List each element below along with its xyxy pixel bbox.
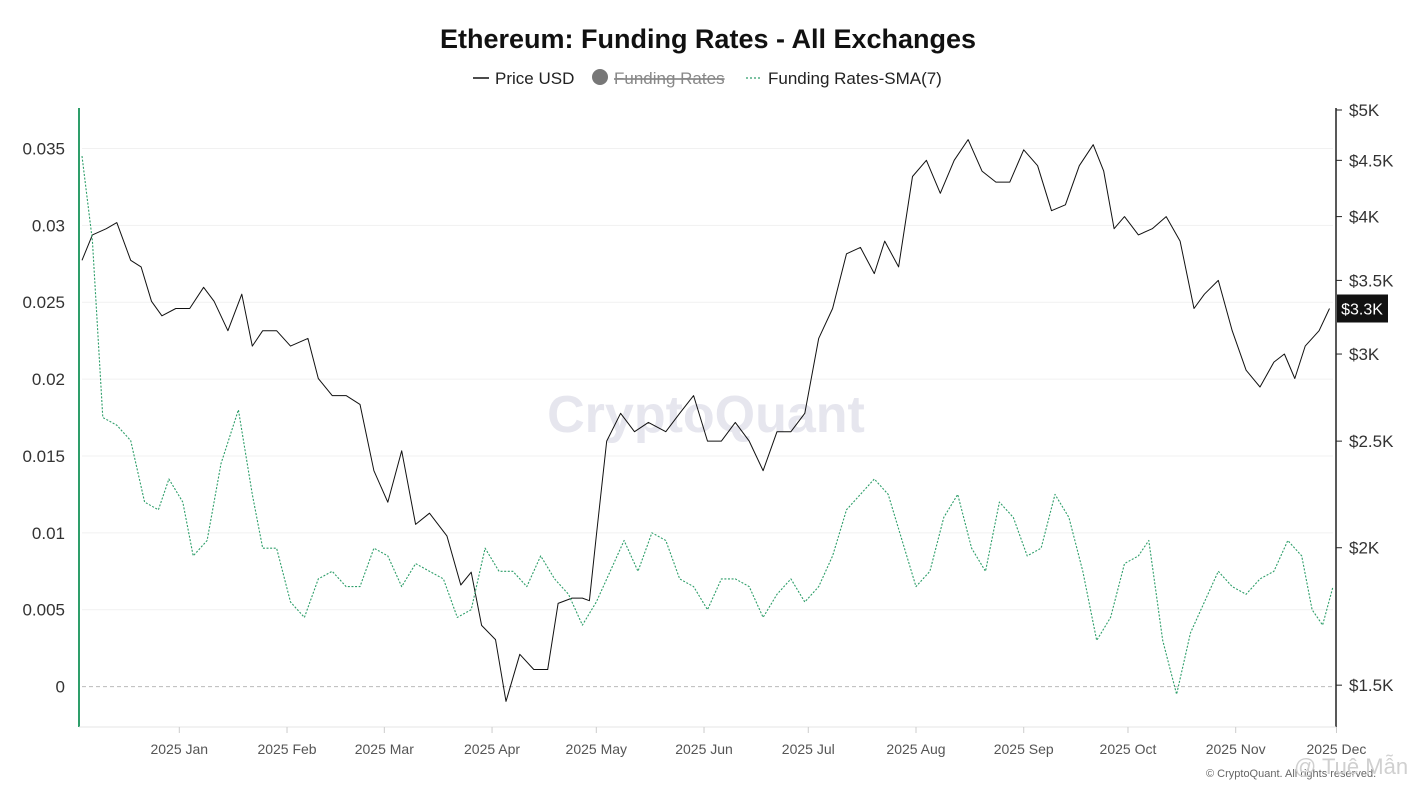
right-tick-label: $3K — [1349, 345, 1380, 364]
current-price-tag: $3.3K — [1337, 294, 1388, 323]
left-tick-label: 0.005 — [22, 601, 65, 620]
right-tick-label: $2K — [1349, 539, 1380, 558]
x-tick-label: 2025 Feb — [257, 741, 316, 757]
x-tick-label: 2025 Sep — [994, 741, 1054, 757]
watermark: CryptoQuant — [547, 386, 865, 444]
left-tick-label: 0.01 — [32, 524, 65, 543]
legend-item-funding-sma[interactable]: Funding Rates-SMA(7) — [746, 69, 942, 88]
copyright-text: © CryptoQuant. All rights reserved. — [1206, 768, 1376, 780]
price-usd-line — [81, 139, 1330, 702]
left-tick-label: 0.015 — [22, 447, 65, 466]
left-tick-label: 0 — [56, 678, 65, 697]
x-tick-label: 2025 Dec — [1307, 741, 1367, 757]
x-tick-label: 2025 Oct — [1100, 741, 1157, 757]
right-tick-label: $3.5K — [1349, 271, 1394, 290]
right-axis-ticks: $1.5K $2K $2.5K $3K $3.5K $4K $4.5K $5K — [1336, 101, 1394, 695]
right-tick-label: $5K — [1349, 101, 1380, 120]
legend-sma-label: Funding Rates-SMA(7) — [768, 69, 942, 88]
signature-watermark: @ Tuệ Mẫn — [1294, 754, 1408, 779]
legend-funding-rates-dot — [592, 69, 608, 85]
legend-funding-rates-label: Funding Rates — [614, 69, 725, 88]
right-tick-label: $4K — [1349, 208, 1380, 227]
x-tick-label: 2025 Jun — [675, 741, 733, 757]
x-tick-label: 2025 Jan — [150, 741, 208, 757]
current-price-tag-label: $3.3K — [1341, 302, 1383, 319]
x-tick-label: 2025 Mar — [355, 741, 414, 757]
left-tick-label: 0.035 — [22, 139, 65, 158]
gridlines — [82, 147, 1333, 611]
right-tick-label: $1.5K — [1349, 676, 1394, 695]
chart-title: Ethereum: Funding Rates - All Exchanges — [440, 24, 976, 54]
legend-price-label: Price USD — [495, 69, 574, 88]
right-tick-label: $2.5K — [1349, 432, 1394, 451]
legend: Price USD Funding Rates Funding Rates-SM… — [473, 69, 942, 88]
x-tick-label: 2025 Jul — [782, 741, 835, 757]
left-tick-label: 0.02 — [32, 370, 65, 389]
legend-item-price[interactable]: Price USD — [473, 69, 574, 88]
legend-item-funding-rates[interactable]: Funding Rates — [592, 69, 725, 88]
series-layer — [81, 139, 1334, 702]
left-tick-label: 0.03 — [32, 216, 65, 235]
x-axis-ticks: 2025 Jan 2025 Feb 2025 Mar 2025 Apr 2025 May… — [150, 727, 1366, 757]
left-axis-ticks: 0 0.005 0.01 0.015 0.02 0.025 0.03 0.035 — [22, 139, 65, 696]
x-tick-label: 2025 Nov — [1206, 741, 1266, 757]
left-tick-label: 0.025 — [22, 293, 65, 312]
right-tick-label: $4.5K — [1349, 151, 1394, 170]
x-tick-label: 2025 Aug — [886, 741, 945, 757]
x-tick-label: 2025 May — [566, 741, 627, 757]
current-price-tag-bg — [1337, 294, 1388, 323]
x-tick-label: 2025 Apr — [464, 741, 520, 757]
